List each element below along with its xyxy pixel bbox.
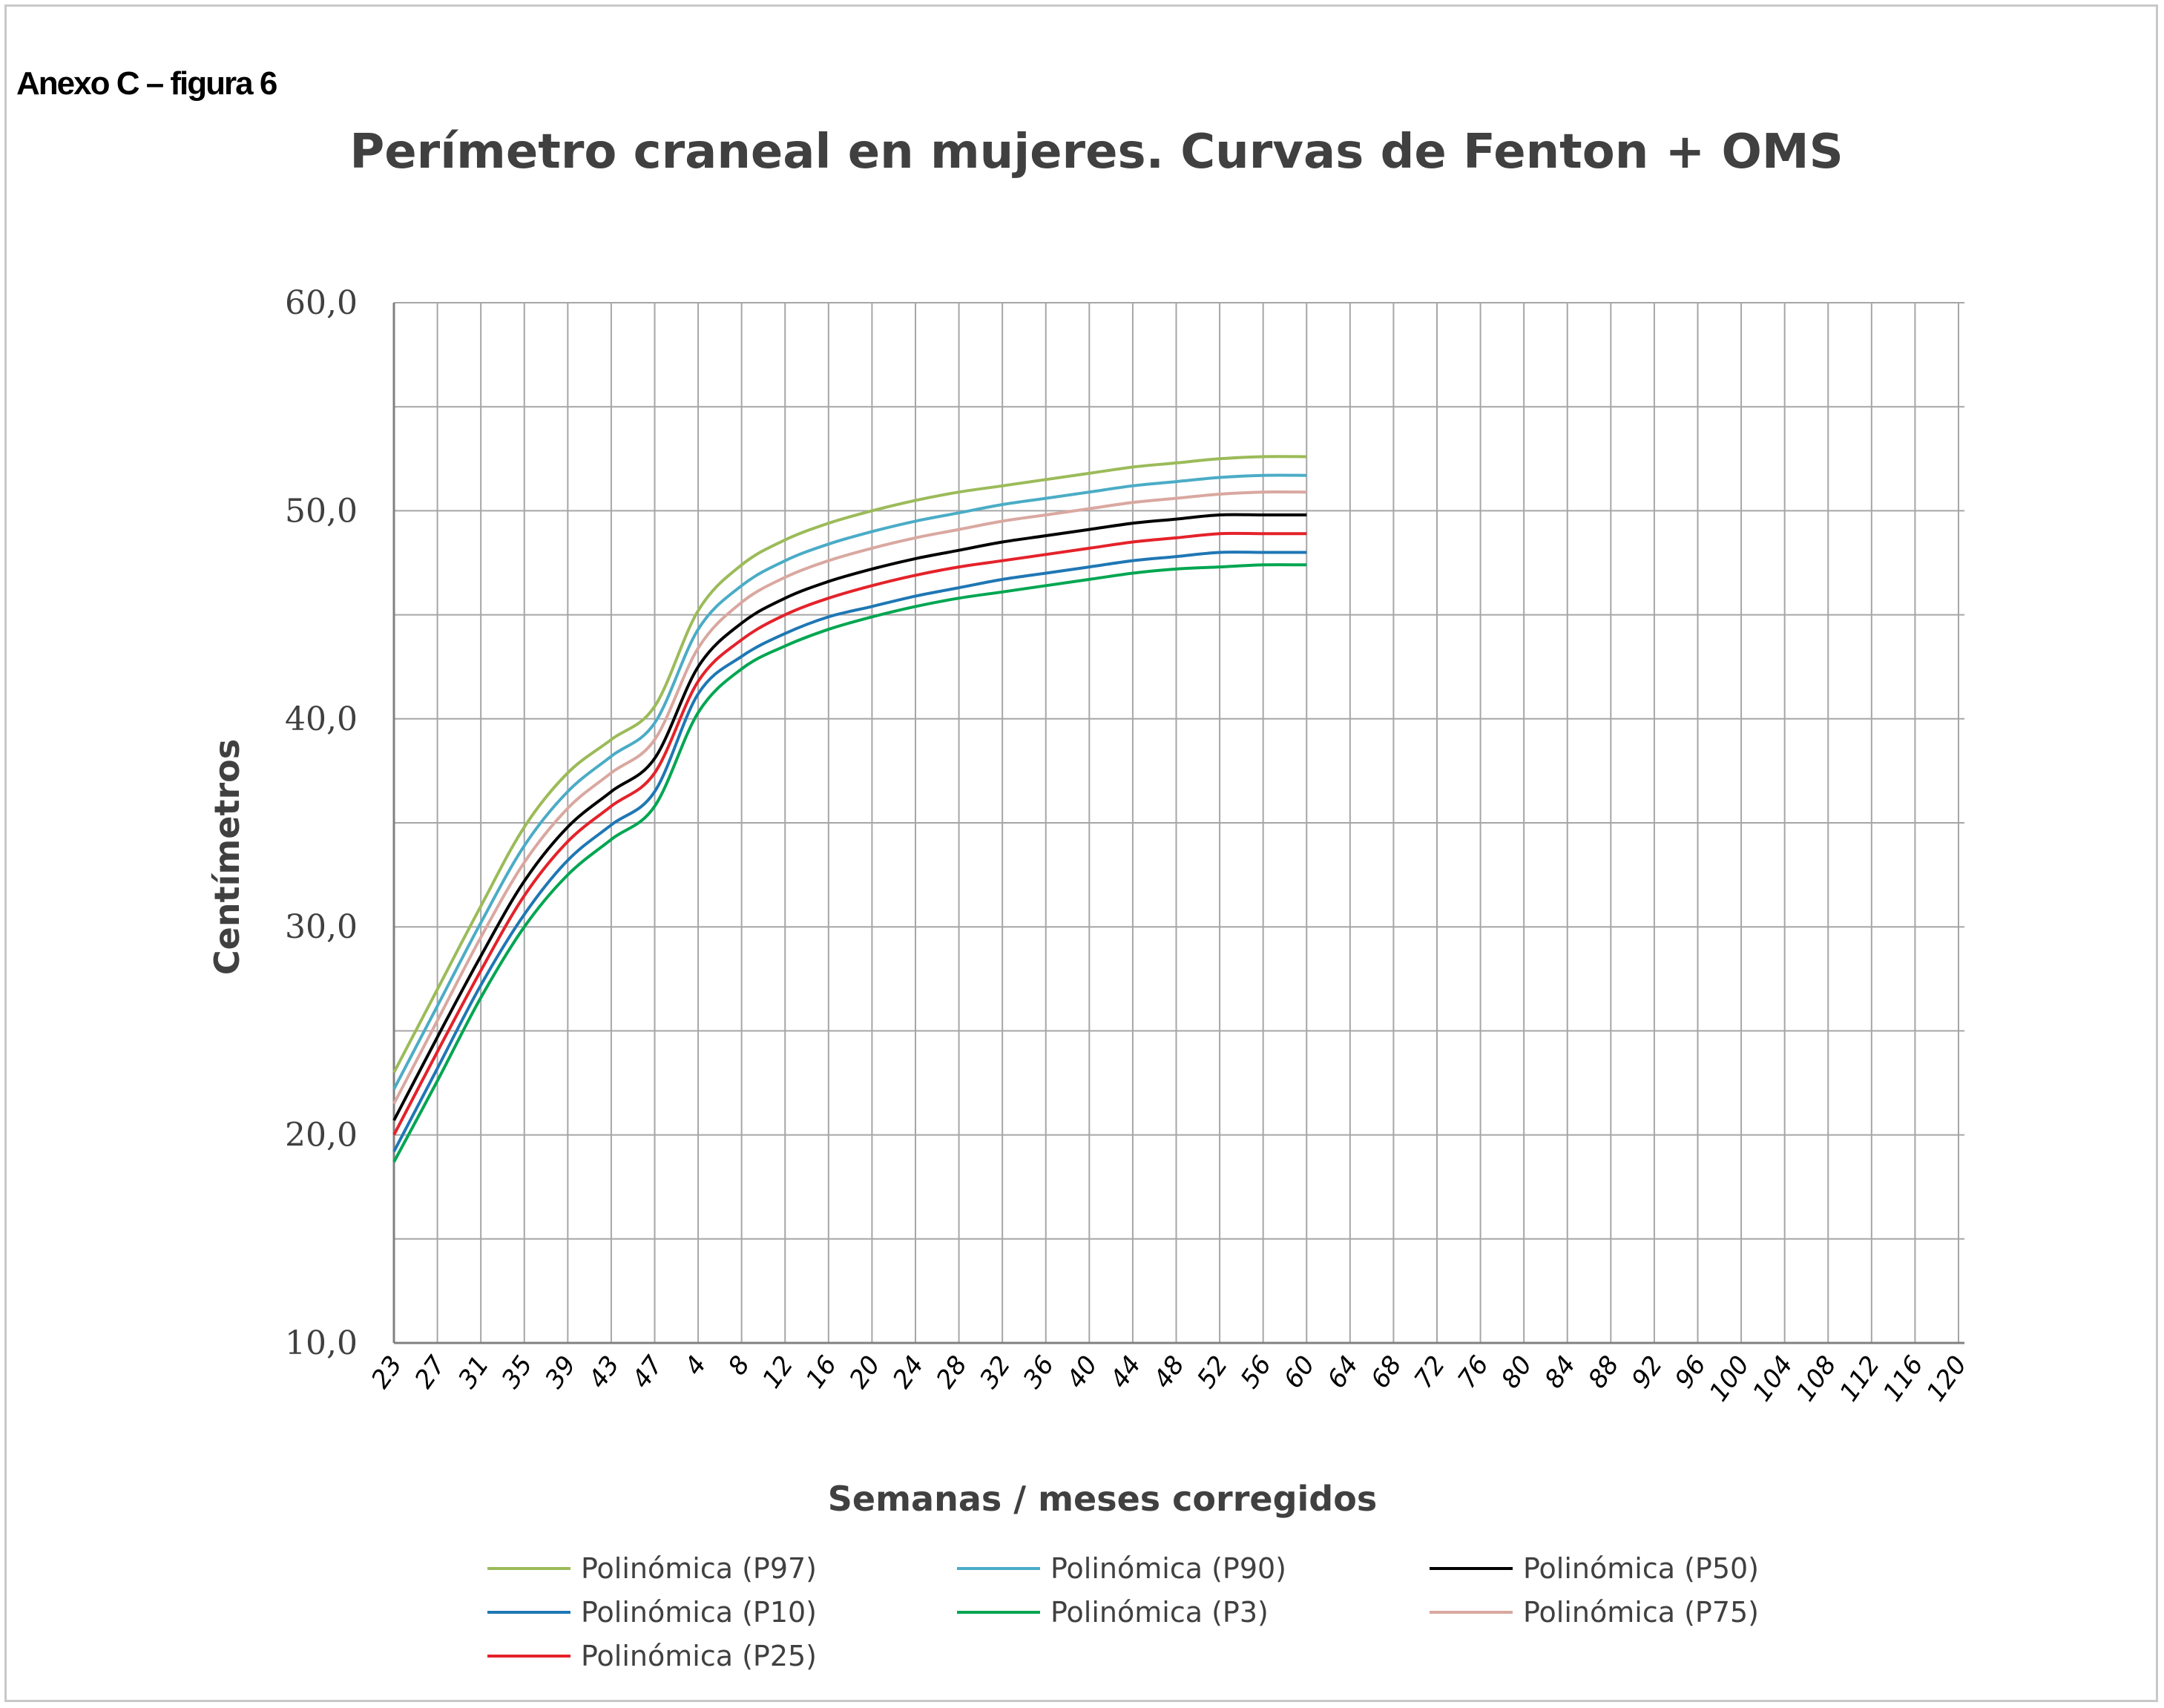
series-line-polin-mica-p75 (392, 490, 1307, 1105)
x-tick-label: 104 (1747, 1350, 1799, 1407)
x-tick-label: 100 (1703, 1350, 1755, 1407)
x-tick-label: 12 (757, 1350, 800, 1393)
y-tick-label: 40,0 (285, 700, 358, 738)
x-tick-label: 48 (1148, 1350, 1191, 1393)
x-tick-label: 23 (366, 1350, 409, 1393)
x-tick-label: 84 (1539, 1350, 1582, 1393)
x-tick-label: 20 (843, 1350, 887, 1393)
x-tick-label: 116 (1878, 1350, 1930, 1407)
x-tick-label: 60 (1278, 1350, 1321, 1393)
y-tick-label: 20,0 (285, 1117, 358, 1154)
grid (392, 302, 1964, 1344)
x-tick-label: 72 (1409, 1350, 1452, 1393)
x-tick-label: 80 (1496, 1350, 1539, 1393)
x-tick-label: 64 (1322, 1350, 1365, 1393)
x-axis-ticks: 23 27 31 35 39 43 47 4 8 12 16 20 24 28 32 36 40 44 48 52 56… (366, 1350, 1973, 1407)
y-tick-label: 30,0 (285, 908, 358, 946)
x-tick-label: 35 (496, 1350, 539, 1393)
x-tick-label: 112 (1834, 1350, 1886, 1407)
series-line-polin-mica-p50 (392, 513, 1307, 1121)
chart-title: Perímetro craneal en mujeres. Curvas de … (349, 125, 1843, 180)
x-tick-label: 56 (1234, 1350, 1277, 1393)
x-tick-label: 28 (930, 1350, 973, 1393)
x-tick-label: 44 (1105, 1350, 1148, 1393)
x-tick-label: 16 (800, 1350, 843, 1393)
legend-label-polin-mica-p97: Polinómica (P97) (581, 1552, 817, 1585)
y-axis-ticks: 10,0 20,0 30,0 40,0 50,0 60,0 (285, 284, 358, 1362)
page-frame (4, 4, 2158, 1702)
series-line-polin-mica-p10 (392, 551, 1307, 1152)
series-line-polin-mica-p3 (392, 563, 1307, 1163)
x-tick-label: 43 (583, 1350, 626, 1393)
series-lines (392, 455, 1307, 1163)
x-tick-label: 40 (1061, 1350, 1104, 1393)
x-tick-label: 120 (1921, 1350, 1973, 1407)
x-tick-label: 92 (1626, 1350, 1669, 1393)
legend-label-polin-mica-p90: Polinómica (P90) (1050, 1552, 1286, 1585)
x-axis-label: Semanas / meses corregidos (828, 1479, 1377, 1519)
x-tick-label: 47 (626, 1350, 669, 1394)
y-tick-label: 60,0 (285, 284, 358, 322)
x-tick-label: 4 (679, 1350, 712, 1381)
series-line-polin-mica-p25 (392, 531, 1307, 1136)
x-tick-label: 8 (723, 1350, 756, 1381)
series-line-polin-mica-p90 (392, 473, 1307, 1090)
legend-label-polin-mica-p3: Polinómica (P3) (1050, 1596, 1269, 1629)
x-tick-label: 27 (409, 1350, 452, 1394)
y-tick-label: 50,0 (285, 492, 358, 530)
x-tick-label: 76 (1452, 1350, 1495, 1393)
x-tick-label: 52 (1191, 1350, 1234, 1393)
x-tick-label: 68 (1365, 1350, 1408, 1393)
y-tick-label: 10,0 (285, 1324, 358, 1362)
x-tick-label: 36 (1018, 1350, 1061, 1393)
annex-label: Anexo C – figura 6 (16, 65, 277, 102)
x-tick-label: 88 (1582, 1350, 1625, 1393)
series-line-polin-mica-p97 (392, 455, 1307, 1074)
x-tick-label: 32 (974, 1350, 1017, 1393)
legend-label-polin-mica-p10: Polinómica (P10) (581, 1596, 817, 1629)
legend: Polinómica (P97) Polinómica (P90) Polinómi… (487, 1552, 1759, 1672)
x-tick-label: 31 (453, 1350, 496, 1393)
x-tick-label: 24 (887, 1350, 930, 1393)
legend-label-polin-mica-p25: Polinómica (P25) (581, 1640, 817, 1672)
legend-label-polin-mica-p75: Polinómica (P75) (1523, 1596, 1759, 1629)
y-axis-label: Centímetros (207, 739, 247, 975)
x-tick-label: 39 (539, 1350, 582, 1393)
x-tick-label: 108 (1791, 1350, 1843, 1407)
legend-label-polin-mica-p50: Polinómica (P50) (1523, 1552, 1759, 1585)
